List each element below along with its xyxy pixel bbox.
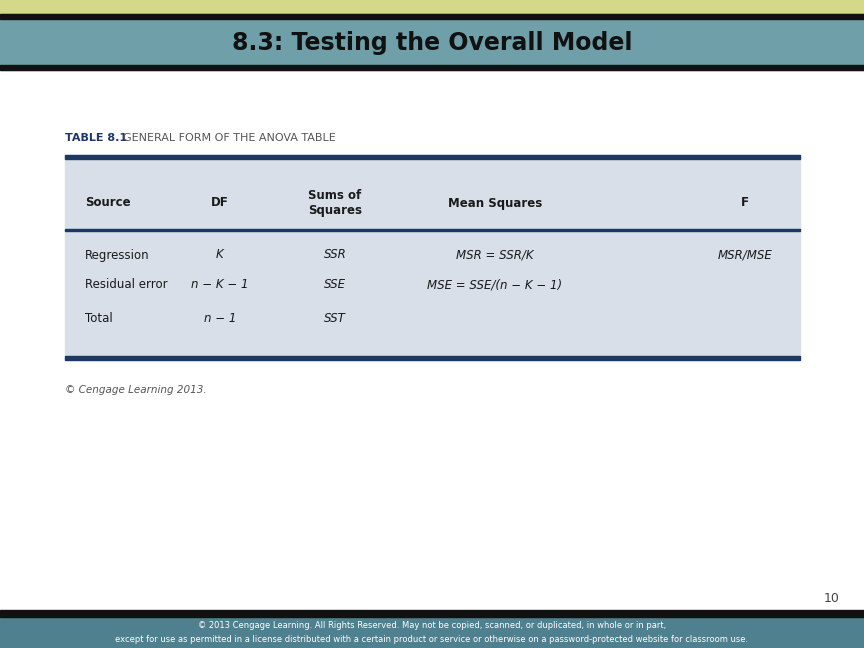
Text: SSE: SSE [324, 279, 346, 292]
Text: SSR: SSR [324, 248, 346, 262]
Bar [65, 155, 800, 159]
Text: n − K − 1: n − K − 1 [191, 279, 249, 292]
Text: GENERAL FORM OF THE ANOVA TABLE: GENERAL FORM OF THE ANOVA TABLE [123, 133, 336, 143]
Text: 8.3: Testing the Overall Model: 8.3: Testing the Overall Model [232, 31, 632, 55]
Text: Total: Total [85, 312, 112, 325]
Text: TABLE 8.1: TABLE 8.1 [65, 133, 127, 143]
Text: Sums of
Squares: Sums of Squares [308, 189, 362, 217]
Bar [65, 229, 800, 231]
Text: MSR = SSR/K: MSR = SSR/K [456, 248, 534, 262]
Text: DF: DF [211, 196, 229, 209]
Text: © 2013 Cengage Learning. All Rights Reserved. May not be copied, scanned, or dup: © 2013 Cengage Learning. All Rights Rese… [198, 621, 666, 630]
Text: © Cengage Learning 2013.: © Cengage Learning 2013. [65, 385, 206, 395]
Bar [65, 155, 800, 360]
Text: K: K [216, 248, 224, 262]
Text: MSE = SSE/(n − K − 1): MSE = SSE/(n − K − 1) [428, 279, 562, 292]
Text: n − 1: n − 1 [204, 312, 236, 325]
Text: SST: SST [324, 312, 346, 325]
Bar [0, 65, 864, 70]
Bar [0, 14, 864, 70]
Text: Residual error: Residual error [85, 279, 168, 292]
Bar [0, 14, 864, 19]
Text: Mean Squares: Mean Squares [448, 196, 542, 209]
Bar [0, 0, 864, 14]
Text: except for use as permitted in a license distributed with a certain product or s: except for use as permitted in a license… [116, 635, 748, 644]
Text: 10: 10 [824, 592, 840, 605]
Bar [65, 356, 800, 360]
Text: MSR/MSE: MSR/MSE [718, 248, 772, 262]
Text: Source: Source [85, 196, 130, 209]
Bar [0, 610, 864, 617]
Text: F: F [741, 196, 749, 209]
Bar [0, 617, 864, 648]
Text: Regression: Regression [85, 248, 149, 262]
